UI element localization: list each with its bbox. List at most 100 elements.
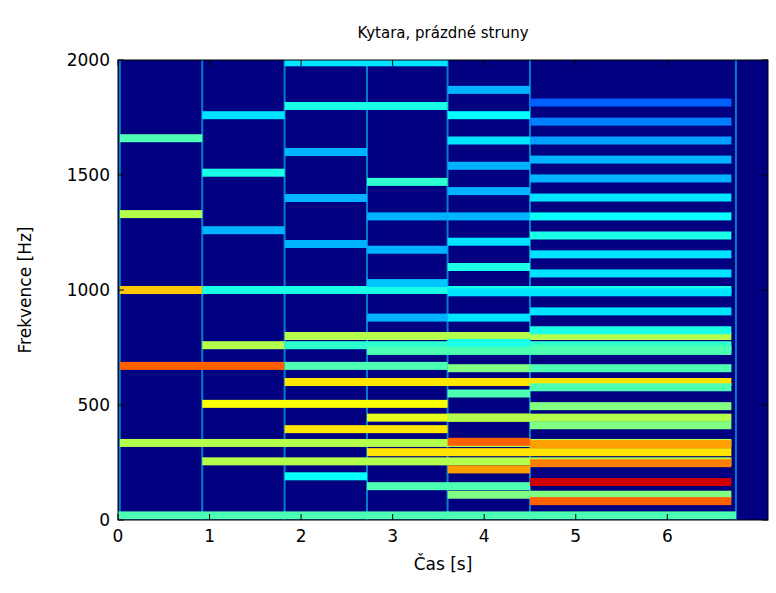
- y-tick-label: 0: [99, 510, 110, 530]
- harmonic-band: [448, 314, 530, 322]
- harmonic-band: [448, 438, 530, 446]
- harmonic-band: [530, 212, 731, 220]
- y-axis-title: Frekvence [Hz]: [15, 227, 35, 354]
- x-tick: [209, 514, 210, 520]
- harmonic-band: [367, 246, 448, 254]
- harmonic-band: [530, 421, 731, 429]
- x-tick-label: 5: [570, 526, 581, 546]
- harmonic-band: [530, 194, 731, 202]
- harmonic-band: [367, 314, 448, 322]
- harmonic-band: [118, 511, 736, 519]
- x-tick: [301, 514, 302, 520]
- harmonic-band: [367, 212, 448, 220]
- harmonic-band: [202, 226, 284, 234]
- harmonic-band: [448, 465, 530, 473]
- spectrogram: [118, 60, 736, 520]
- onset: [735, 60, 737, 520]
- harmonic-band: [448, 111, 530, 119]
- harmonic-band: [530, 364, 731, 372]
- harmonic-band: [530, 497, 731, 505]
- x-tick-label: 4: [479, 526, 490, 546]
- harmonic-band: [448, 238, 530, 246]
- y-tick: [762, 405, 768, 406]
- harmonic-band: [530, 383, 731, 391]
- harmonic-band: [530, 118, 731, 126]
- x-tick: [575, 514, 576, 520]
- harmonic-band: [530, 156, 731, 164]
- chart: 01234560500100015002000Kytara, prázdné s…: [0, 0, 776, 593]
- y-tick: [118, 290, 124, 291]
- harmonic-band: [285, 148, 367, 156]
- x-tick: [484, 514, 485, 520]
- harmonic-band: [530, 231, 731, 239]
- harmonic-band: [285, 60, 448, 66]
- harmonic-band: [530, 440, 731, 448]
- harmonic-band: [530, 478, 731, 486]
- harmonic-band: [202, 111, 284, 119]
- harmonic-band: [448, 187, 530, 195]
- harmonic-band: [285, 425, 448, 433]
- y-tick: [118, 60, 124, 61]
- harmonic-band: [448, 339, 530, 347]
- harmonic-band: [530, 174, 731, 182]
- harmonic-band: [530, 250, 731, 258]
- harmonic-band: [530, 269, 731, 277]
- harmonic-band: [367, 279, 448, 287]
- harmonic-band: [448, 288, 530, 296]
- harmonic-band: [530, 326, 731, 334]
- harmonic-band: [120, 286, 202, 294]
- harmonic-band: [285, 194, 367, 202]
- x-tick: [118, 60, 119, 66]
- harmonic-band: [448, 364, 530, 372]
- y-tick-label: 500: [78, 395, 110, 415]
- x-tick-label: 2: [296, 526, 307, 546]
- harmonic-band: [530, 307, 731, 315]
- x-tick-label: 3: [387, 526, 398, 546]
- harmonic-band: [285, 362, 448, 370]
- harmonic-band: [120, 134, 202, 142]
- harmonic-band: [285, 240, 367, 248]
- harmonic-band: [530, 288, 731, 296]
- harmonic-band: [285, 472, 367, 480]
- harmonic-band: [530, 402, 731, 410]
- harmonic-band: [448, 137, 530, 145]
- harmonic-band: [202, 341, 284, 349]
- x-tick: [575, 60, 576, 66]
- y-tick-label: 1500: [67, 165, 110, 185]
- x-tick: [667, 514, 668, 520]
- y-tick: [118, 175, 124, 176]
- y-tick: [118, 520, 124, 521]
- harmonic-band: [120, 210, 202, 218]
- title: Kytara, prázdné struny: [357, 24, 528, 42]
- x-tick: [301, 60, 302, 66]
- harmonic-band: [448, 162, 530, 170]
- harmonic-band: [448, 263, 530, 271]
- y-tick: [762, 520, 768, 521]
- harmonic-band: [202, 169, 284, 177]
- y-tick: [762, 175, 768, 176]
- harmonic-band: [448, 390, 530, 398]
- plot-background: [118, 60, 768, 520]
- harmonic-band: [367, 448, 731, 456]
- harmonic-band: [448, 86, 530, 94]
- y-tick: [762, 60, 768, 61]
- harmonic-band: [530, 137, 731, 145]
- x-tick-label: 6: [662, 526, 673, 546]
- harmonic-band: [285, 102, 448, 110]
- plot-frame: [118, 60, 768, 520]
- harmonic-band: [530, 99, 731, 107]
- harmonic-band: [448, 212, 530, 220]
- x-tick: [484, 60, 485, 66]
- x-tick: [392, 514, 393, 520]
- harmonic-band: [530, 345, 731, 353]
- harmonic-band: [448, 414, 732, 422]
- x-tick-label: 1: [204, 526, 215, 546]
- x-tick: [209, 60, 210, 66]
- x-axis-title: Čas [s]: [414, 553, 473, 574]
- x-tick: [667, 60, 668, 66]
- x-tick: [118, 514, 119, 520]
- x-tick: [392, 60, 393, 66]
- harmonic-band: [530, 459, 731, 467]
- harmonic-band: [120, 362, 285, 370]
- harmonic-band: [202, 400, 447, 408]
